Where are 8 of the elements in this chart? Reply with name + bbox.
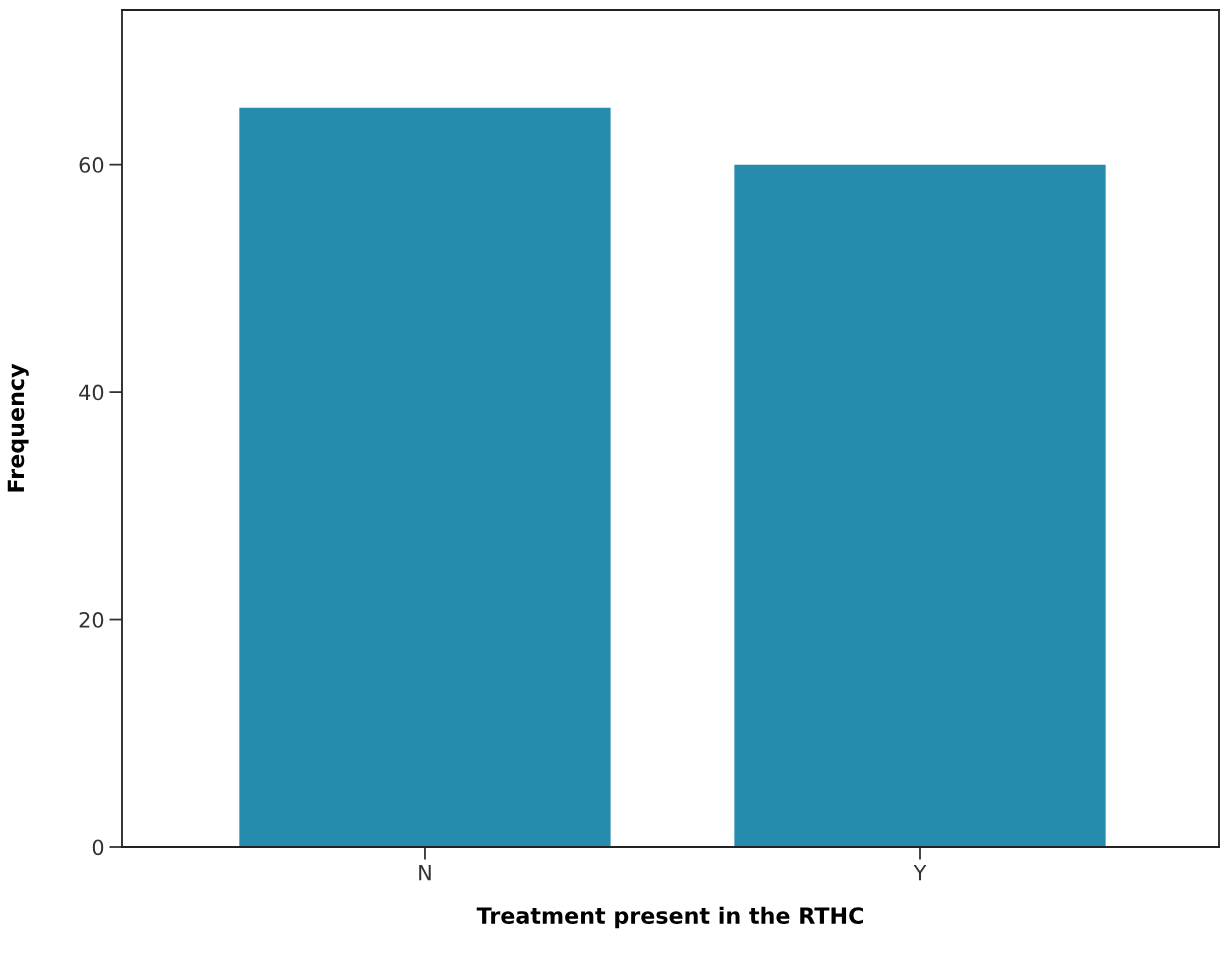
x-axis-title: Treatment present in the RTHC <box>476 906 863 929</box>
y-tick-label: 60 <box>79 157 104 173</box>
y-tick-label: 20 <box>79 612 104 628</box>
y-tick-label: 40 <box>79 384 104 401</box>
y-tick-label: 0 <box>92 839 104 856</box>
y-axis-title: Frequency <box>7 363 29 492</box>
x-tick-label: N <box>419 865 431 881</box>
x-tick-label: Y <box>913 865 927 881</box>
